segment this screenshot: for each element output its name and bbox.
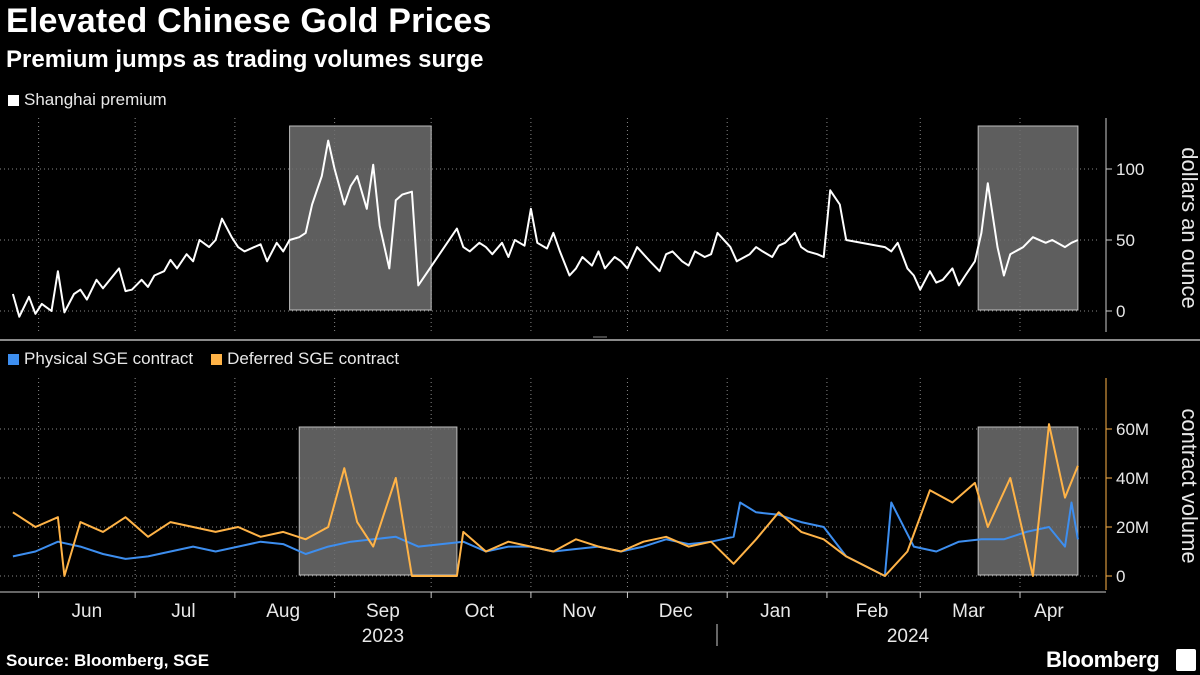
- series-line-physical-sge-contract: [12, 501, 1079, 577]
- y-tick-label: 20M: [1116, 518, 1149, 537]
- y-axis-title: dollars an ounce: [1177, 147, 1200, 308]
- volume-panel: 0 20M 40M 60M contract volume: [0, 378, 1200, 590]
- legend-label-deferred: Deferred SGE contract: [227, 349, 400, 368]
- legend-swatch-deferred: [211, 353, 223, 365]
- year-label: 2023: [362, 626, 404, 647]
- legend-item-physical: Physical SGE contract: [8, 349, 193, 369]
- x-tick-label: Sep: [366, 601, 400, 622]
- x-tick-label: Feb: [856, 601, 889, 622]
- year-label: 2024: [887, 626, 930, 647]
- premium-panel: 0 50 100 dollars an ounce: [0, 118, 1200, 332]
- legend-swatch-physical: [8, 353, 19, 365]
- chart-subtitle: Premium jumps as trading volumes surge: [6, 46, 484, 73]
- y-tick-label: 40M: [1116, 469, 1149, 488]
- x-tick-label: Dec: [659, 601, 693, 622]
- legend-swatch-premium: [8, 94, 19, 106]
- y-tick-label: 0: [1116, 302, 1125, 321]
- series-line-shanghai-premium: [11, 139, 1079, 318]
- x-tick-label: Jul: [171, 601, 195, 622]
- bloomberg-logo: Bloomberg: [1046, 647, 1160, 672]
- x-tick-label: Aug: [266, 601, 300, 622]
- legend-item-premium: Shanghai premium: [8, 90, 167, 110]
- highlight-box: [298, 426, 458, 576]
- highlight-box: [977, 125, 1079, 311]
- legend-item-deferred: Deferred SGE contract: [211, 349, 399, 369]
- y-axis-title: contract volume: [1177, 408, 1200, 563]
- series-line-deferred-sge-contract: [12, 423, 1079, 577]
- highlight-box: [289, 125, 432, 311]
- bottom-legend: Physical SGE contract Deferred SGE contr…: [8, 349, 411, 369]
- x-tick-label: Apr: [1034, 601, 1064, 622]
- legend-label-premium: Shanghai premium: [24, 90, 167, 109]
- top-legend: Shanghai premium: [8, 90, 179, 110]
- y-tick-label: 50: [1116, 231, 1135, 250]
- source-note: Source: Bloomberg, SGE: [6, 651, 210, 670]
- chart-title: Elevated Chinese Gold Prices: [6, 2, 492, 40]
- x-tick-label: Jun: [72, 601, 103, 622]
- legend-label-physical: Physical SGE contract: [24, 349, 194, 368]
- x-tick-label: Jan: [760, 601, 791, 622]
- x-tick-label: Mar: [952, 601, 985, 622]
- highlight-box: [977, 426, 1079, 576]
- x-tick-label: Oct: [465, 601, 495, 622]
- y-tick-label: 100: [1116, 160, 1144, 179]
- y-tick-label: 60M: [1116, 420, 1149, 439]
- x-tick-label: Nov: [562, 601, 596, 622]
- y-tick-label: 0: [1116, 567, 1125, 586]
- bloomberg-terminal-icon: [1176, 649, 1196, 671]
